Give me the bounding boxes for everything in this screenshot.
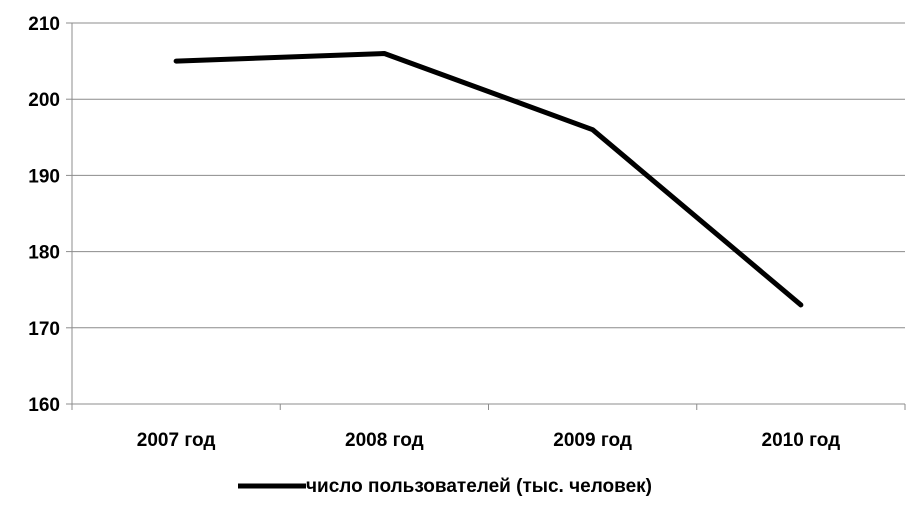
y-tick-label: 160 <box>28 395 60 416</box>
gridlines <box>72 23 905 328</box>
legend-label: число пользователей (тыс. человек) <box>306 476 652 497</box>
series-lines <box>176 53 801 305</box>
series-line-0 <box>176 53 801 304</box>
x-tick-label: 2009 год <box>553 430 632 451</box>
x-tick-label: 2010 год <box>762 430 841 451</box>
y-tick-labels: 160 170 180 190 200 210 <box>28 14 60 416</box>
x-tick-label: 2008 год <box>345 430 424 451</box>
y-tick-label: 200 <box>28 90 60 111</box>
axes <box>66 23 905 410</box>
y-tick-label: 190 <box>28 166 60 187</box>
y-tick-label: 170 <box>28 319 60 340</box>
x-tick-label: 2007 год <box>137 430 216 451</box>
x-tick-labels: 2007 год 2008 год 2009 год 2010 год <box>137 430 840 451</box>
y-tick-label: 210 <box>28 14 60 35</box>
legend: число пользователей (тыс. человек) <box>238 476 652 497</box>
y-tick-label: 180 <box>28 243 60 264</box>
